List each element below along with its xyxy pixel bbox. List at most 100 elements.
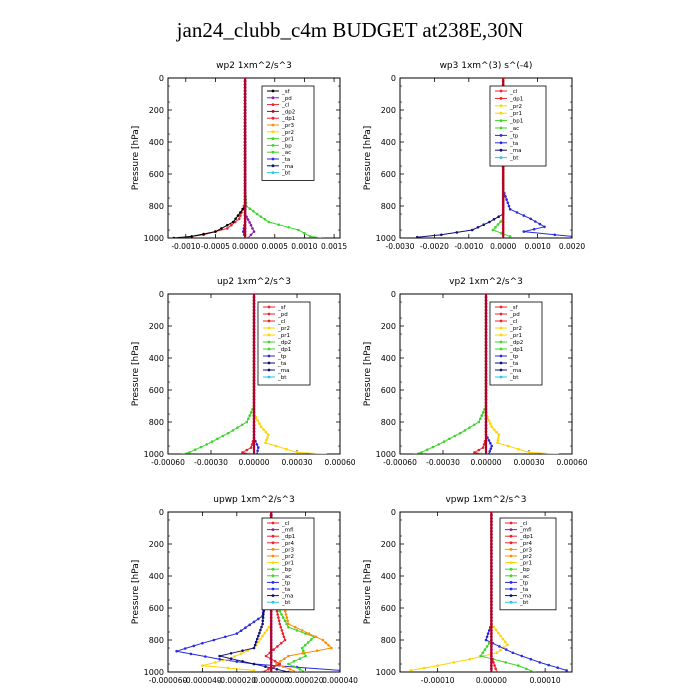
series-point bbox=[488, 450, 492, 453]
series-point bbox=[210, 440, 214, 443]
legend-marker bbox=[509, 521, 513, 525]
series-point bbox=[278, 609, 282, 613]
y-tick-label: 800 bbox=[149, 418, 164, 427]
legend-marker bbox=[509, 600, 513, 604]
y-tick-label: 1000 bbox=[376, 450, 396, 459]
x-tick-label: 0.00060 bbox=[324, 458, 355, 467]
series-point bbox=[300, 646, 304, 650]
series-point bbox=[479, 417, 482, 421]
series-point bbox=[324, 452, 327, 454]
legend-label: _bp bbox=[519, 567, 530, 573]
series-point bbox=[257, 446, 260, 449]
legend-label: _ac bbox=[281, 150, 291, 156]
series-point bbox=[254, 415, 258, 419]
legend-box bbox=[489, 85, 547, 167]
y-tick-label: 1000 bbox=[144, 668, 164, 677]
y-tick-label: 1000 bbox=[144, 450, 164, 459]
x-tick-label: 0.0015 bbox=[321, 242, 347, 251]
legend-marker bbox=[271, 528, 275, 531]
legend-label: _pr3 bbox=[519, 547, 533, 553]
series-point bbox=[315, 649, 319, 652]
series-point bbox=[485, 645, 489, 648]
series-point bbox=[409, 669, 413, 672]
series-point bbox=[282, 635, 286, 639]
y-tick-label: 1000 bbox=[376, 668, 396, 677]
legend-marker bbox=[271, 103, 275, 106]
y-tick-label: 400 bbox=[149, 572, 164, 581]
legend-label: _dp2 bbox=[277, 340, 291, 346]
series-point bbox=[490, 425, 494, 429]
series-point bbox=[511, 651, 515, 655]
legend-marker bbox=[509, 581, 513, 584]
legend-marker bbox=[271, 157, 275, 161]
legend-marker bbox=[499, 319, 503, 323]
series-point bbox=[284, 613, 288, 616]
legend-marker bbox=[271, 171, 275, 175]
series-point bbox=[543, 225, 546, 229]
legend-label: _tp bbox=[509, 133, 519, 139]
series-point bbox=[452, 661, 456, 664]
series-point bbox=[481, 651, 485, 655]
y-tick-label: 400 bbox=[149, 138, 164, 147]
series-point bbox=[440, 233, 443, 237]
legend-marker bbox=[271, 594, 275, 597]
series-point bbox=[277, 619, 281, 623]
legend-label: _sf bbox=[277, 305, 287, 311]
x-tick-label: 0.000040 bbox=[322, 676, 358, 685]
series-point bbox=[532, 227, 536, 231]
series-point bbox=[264, 665, 267, 668]
x-tick-label: -0.0010 bbox=[454, 242, 483, 251]
legend-marker bbox=[271, 548, 275, 551]
series-point bbox=[226, 227, 229, 230]
series-point bbox=[538, 222, 542, 226]
x-tick-label: 0.0005 bbox=[262, 242, 288, 251]
legend-marker bbox=[509, 567, 513, 571]
series-point bbox=[248, 414, 251, 417]
y-tick-label: 600 bbox=[381, 170, 396, 179]
series-point bbox=[533, 670, 536, 672]
plot-frame bbox=[167, 511, 341, 673]
legend-label: _ta bbox=[281, 157, 290, 163]
series-line-green bbox=[182, 294, 255, 454]
y-tick-label: 1000 bbox=[144, 234, 164, 243]
legend-marker bbox=[499, 312, 503, 316]
y-tick-label: 200 bbox=[381, 540, 396, 549]
legend-marker bbox=[267, 340, 271, 344]
series-point bbox=[267, 668, 270, 671]
series-point bbox=[273, 660, 277, 663]
series-point bbox=[280, 613, 283, 616]
legend-label: _bt bbox=[509, 375, 519, 381]
series-point bbox=[265, 628, 269, 632]
series-point bbox=[249, 233, 253, 237]
series-point bbox=[303, 231, 306, 235]
legend-label: _dp2 bbox=[281, 109, 295, 115]
legend-marker bbox=[271, 587, 275, 591]
chart-title: up2 1xm^2/s^3 bbox=[217, 277, 291, 287]
y-axis-label: Pressure [hPa] bbox=[363, 560, 373, 625]
series-point bbox=[248, 221, 251, 224]
chart-4: vp2 1xm^2/s^3 0 200 400 600 800 1000 Pressure [… bbox=[363, 277, 588, 467]
legend-label: _dp1 bbox=[277, 347, 291, 353]
series-point bbox=[263, 631, 267, 635]
legend-label: _dp2 bbox=[509, 340, 523, 346]
series-point bbox=[479, 654, 482, 658]
legend-marker bbox=[499, 134, 503, 137]
series-point bbox=[258, 422, 261, 425]
series-point bbox=[255, 443, 259, 446]
legend-label: _tp bbox=[277, 354, 287, 360]
series-point bbox=[492, 661, 495, 664]
legend-marker bbox=[271, 150, 275, 154]
series-point bbox=[283, 609, 287, 613]
series-point bbox=[285, 616, 289, 619]
x-tick-label: 0.00060 bbox=[556, 458, 587, 467]
series-point bbox=[249, 446, 253, 449]
legend-label: _dp1 bbox=[281, 534, 295, 540]
series-point bbox=[259, 628, 262, 632]
legend-marker bbox=[509, 548, 513, 551]
series-point bbox=[250, 443, 254, 446]
series-point bbox=[257, 634, 260, 638]
series-point bbox=[244, 626, 247, 629]
series-point bbox=[455, 231, 459, 234]
series-point bbox=[237, 217, 241, 221]
series-line-red bbox=[473, 294, 487, 454]
